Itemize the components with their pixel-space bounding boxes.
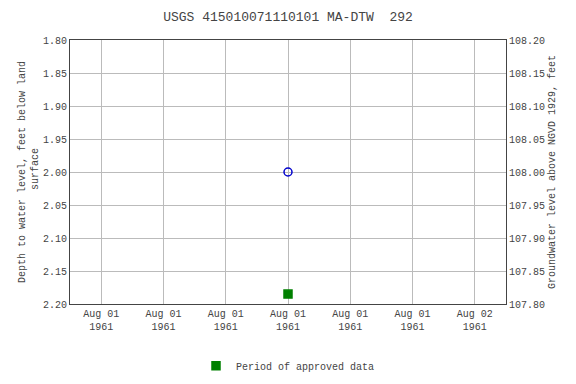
svg-text:107.80: 107.80 xyxy=(509,300,545,311)
svg-text:108.10: 108.10 xyxy=(509,102,545,113)
svg-text:Aug 011961: Aug 011961 xyxy=(208,309,244,333)
svg-text:2.20: 2.20 xyxy=(43,300,67,311)
svg-text:2.15: 2.15 xyxy=(43,267,67,278)
svg-text:1.85: 1.85 xyxy=(43,69,67,80)
svg-text:Aug 021961: Aug 021961 xyxy=(457,309,493,333)
svg-text:108.20: 108.20 xyxy=(509,36,545,47)
svg-text:Aug 011961: Aug 011961 xyxy=(145,309,181,333)
svg-text:1.95: 1.95 xyxy=(43,135,67,146)
svg-text:1.90: 1.90 xyxy=(43,102,67,113)
svg-text:Aug 011961: Aug 011961 xyxy=(332,309,368,333)
svg-text:2.05: 2.05 xyxy=(43,201,67,212)
svg-text:107.85: 107.85 xyxy=(509,267,545,278)
svg-text:2.10: 2.10 xyxy=(43,234,67,245)
svg-text:Aug 011961: Aug 011961 xyxy=(83,309,119,333)
svg-text:Depth to water level, feet bel: Depth to water level, feet below land su… xyxy=(17,61,41,283)
svg-text:107.95: 107.95 xyxy=(509,201,545,212)
svg-text:108.05: 108.05 xyxy=(509,135,545,146)
svg-text:107.90: 107.90 xyxy=(509,234,545,245)
svg-text:Aug 011961: Aug 011961 xyxy=(395,309,431,333)
svg-text:Groundwater level above NGVD 1: Groundwater level above NGVD 1929, feet xyxy=(547,55,558,289)
svg-text:108.00: 108.00 xyxy=(509,168,545,179)
svg-text:2.00: 2.00 xyxy=(43,168,67,179)
svg-text:USGS 415010071110101 MA-DTW 2: USGS 415010071110101 MA-DTW 292 xyxy=(163,10,413,25)
svg-text:1.80: 1.80 xyxy=(43,36,67,47)
svg-text:Aug 011961: Aug 011961 xyxy=(270,309,306,333)
svg-text:108.15: 108.15 xyxy=(509,69,545,80)
svg-text:Period of approved data: Period of approved data xyxy=(236,362,374,373)
